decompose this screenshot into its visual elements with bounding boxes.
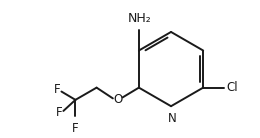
Text: NH₂: NH₂ xyxy=(128,12,152,25)
Text: F: F xyxy=(72,122,79,135)
Text: F: F xyxy=(54,83,61,96)
Text: F: F xyxy=(56,106,63,119)
Text: O: O xyxy=(113,93,122,106)
Text: N: N xyxy=(168,112,176,125)
Text: Cl: Cl xyxy=(227,81,238,94)
